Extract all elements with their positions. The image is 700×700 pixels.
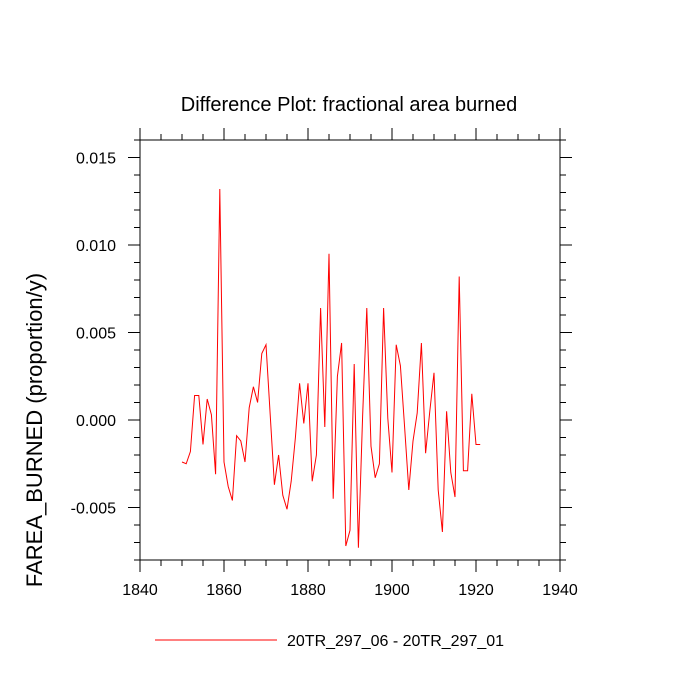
y-tick-label: 0.000	[76, 413, 116, 430]
series-line	[181, 188, 481, 548]
legend: 20TR_297_06 - 20TR_297_01	[155, 633, 504, 650]
x-tick-label: 1900	[374, 582, 410, 599]
x-tick-label: 1880	[290, 582, 326, 599]
x-tick-label: 1940	[542, 582, 578, 599]
legend-label: 20TR_297_06 - 20TR_297_01	[287, 633, 504, 650]
x-axis: 1840 1860 1880 1900 1920 1940	[122, 128, 578, 599]
y-axis-label: FAREA_BURNED (proportion/y)	[22, 273, 47, 587]
y-tick-label: 0.015	[76, 151, 116, 168]
x-tick-label: 1920	[458, 582, 494, 599]
series-layer	[181, 188, 481, 548]
y-tick-label: 0.010	[76, 238, 116, 255]
chart-title: Difference Plot: fractional area burned	[181, 94, 518, 116]
y-tick-label: -0.005	[71, 501, 116, 518]
x-tick-label: 1840	[122, 582, 158, 599]
y-axis: -0.005 0.000 0.005 0.010 0.015	[71, 139, 572, 561]
x-tick-label: 1860	[206, 582, 242, 599]
y-tick-label: 0.005	[76, 326, 116, 343]
plot-frame	[139, 139, 561, 561]
